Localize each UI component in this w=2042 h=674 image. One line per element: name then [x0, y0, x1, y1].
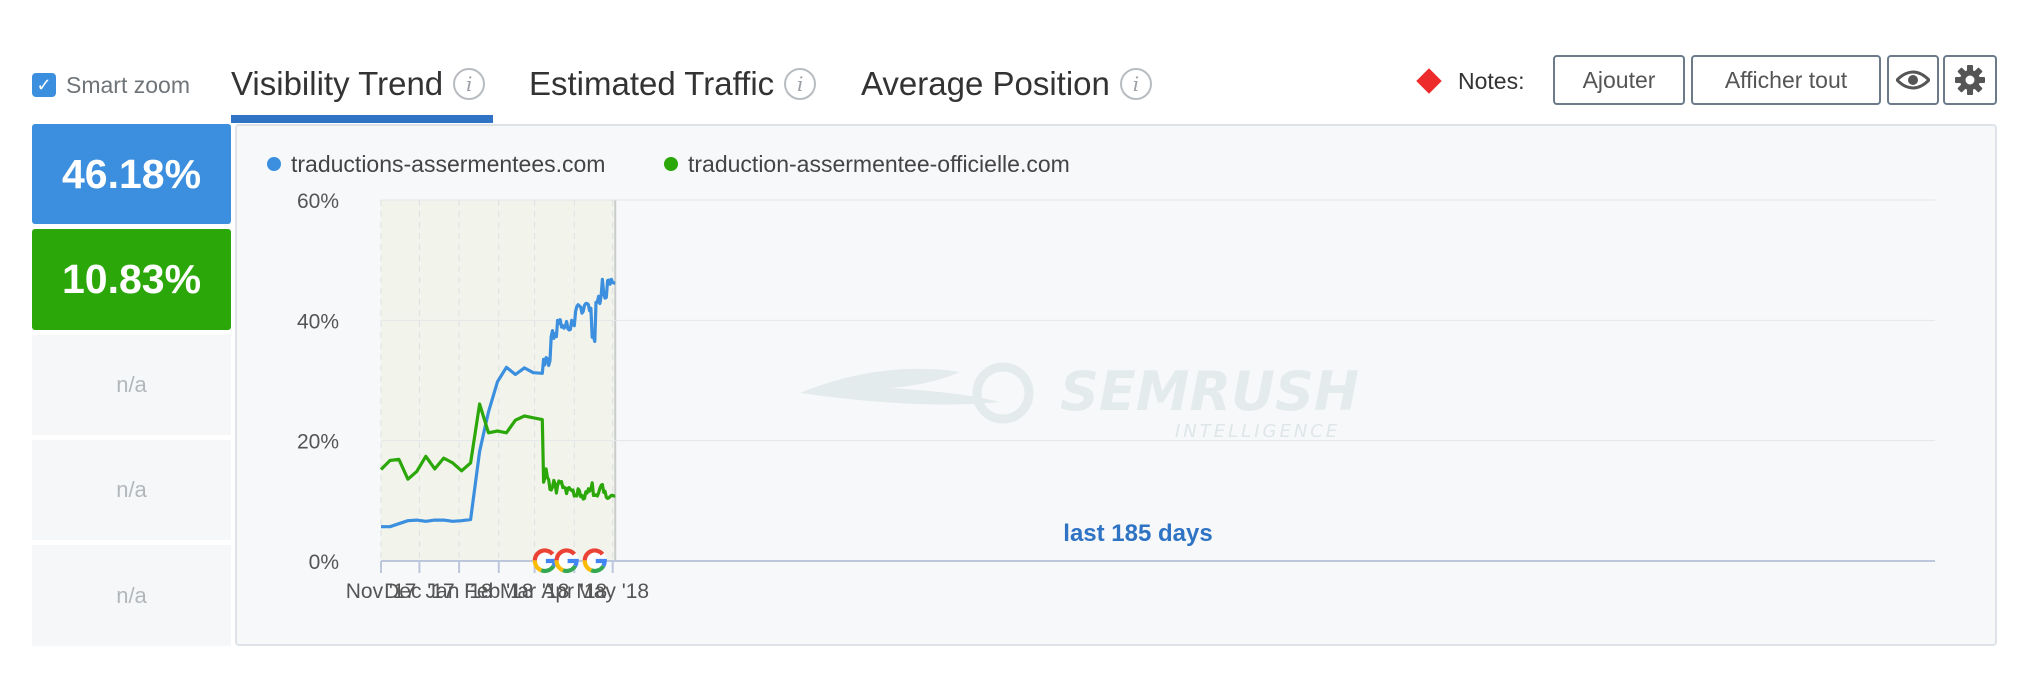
show-all-notes-button[interactable]: Afficher tout — [1691, 55, 1881, 105]
tab-label: Estimated Traffic — [529, 65, 775, 102]
legend-item-series-2[interactable]: traduction-assermentee-officielle.com — [664, 148, 1070, 180]
eye-icon-button[interactable] — [1887, 55, 1939, 105]
add-note-button[interactable]: Ajouter — [1553, 55, 1685, 105]
value-box-series-1[interactable]: 46.18% — [32, 124, 231, 224]
legend-dot — [267, 157, 281, 171]
x-tick-label: Nov '17 — [346, 580, 417, 603]
series-line-2 — [379, 402, 616, 501]
settings-button[interactable] — [1943, 55, 1997, 105]
info-icon[interactable]: i — [1119, 68, 1152, 100]
active-tab-indicator — [231, 115, 493, 123]
smart-zoom-toggle[interactable]: ✓ Smart zoom — [32, 70, 190, 100]
chart-annotation: last 185 days — [1063, 520, 1212, 547]
tab-label: Visibility Trend — [231, 65, 444, 102]
gear-icon — [1955, 65, 1985, 95]
legend-item-series-1[interactable]: traductions-assermentees.com — [267, 148, 605, 180]
value-box-empty: n/a — [32, 440, 231, 540]
y-tick-label: 0% — [309, 551, 339, 574]
y-tick-label: 60% — [297, 190, 339, 213]
x-tick-label: Apr '18 — [541, 580, 607, 603]
watermark-brand: SEMRUSH — [1060, 360, 1359, 423]
x-tick-label: Dec '17 — [384, 580, 455, 603]
tab-average-position[interactable]: Average Position i — [861, 60, 1152, 108]
legend-dot — [664, 157, 678, 171]
info-icon[interactable]: i — [784, 68, 817, 100]
google-update-icon — [532, 548, 557, 574]
x-tick-label: Jan '18 — [426, 580, 493, 603]
eye-icon — [1896, 70, 1930, 90]
x-tick-label: May '18 — [576, 580, 649, 603]
google-update-icon — [582, 548, 607, 574]
legend-label: traductions-assermentees.com — [291, 150, 606, 177]
semrush-watermark: SEMRUSH INTELLIGENCE — [800, 360, 1359, 442]
y-tick-label: 20% — [297, 431, 339, 454]
x-tick-label: Mar '18 — [500, 580, 569, 603]
notes-label: Notes: — [1458, 67, 1525, 94]
notes-group: Notes: — [1416, 62, 1525, 100]
watermark-sub: INTELLIGENCE — [1175, 421, 1340, 442]
tab-label: Average Position — [861, 65, 1110, 102]
series-line-1 — [381, 277, 616, 529]
info-icon[interactable]: i — [453, 68, 486, 100]
tab-estimated-traffic[interactable]: Estimated Traffic i — [529, 60, 817, 108]
x-tick-label: Feb '18 — [464, 580, 533, 603]
value-box-series-2[interactable]: 10.83% — [32, 229, 231, 330]
smart-zoom-checkbox[interactable]: ✓ — [32, 73, 56, 97]
value-box-empty: n/a — [32, 545, 231, 646]
smart-zoom-label: Smart zoom — [66, 71, 190, 98]
google-update-icon — [554, 548, 579, 574]
y-tick-label: 40% — [297, 310, 339, 333]
tab-visibility-trend[interactable]: Visibility Trend i — [231, 60, 486, 108]
legend-label: traduction-assermentee-officielle.com — [688, 150, 1070, 177]
value-box-empty: n/a — [32, 335, 231, 435]
